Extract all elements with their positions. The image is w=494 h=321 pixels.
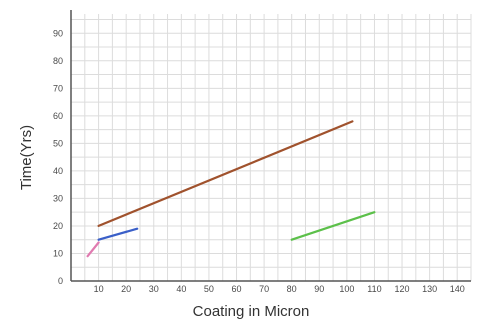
series-lines [86,120,376,258]
y-tick-label: 20 [53,221,63,231]
y-tick-label: 0 [58,276,63,286]
y-tick-label: 10 [53,248,63,258]
series-line-4 [290,211,376,241]
x-tick-label: 50 [204,284,214,294]
y-tick-label: 70 [53,83,63,93]
x-tick-label: 110 [367,284,381,294]
y-tick-label: 80 [53,56,63,66]
x-tick-label: 30 [149,284,159,294]
tick-labels: 10 20 30 40 50 60 70 80 90 100 110 120 130 140 0 10 20 30… [53,28,465,294]
y-tick-label: 30 [53,193,63,203]
x-tick-label: 70 [259,284,269,294]
series-line-1 [86,241,100,258]
x-tick-label: 90 [314,284,324,294]
y-axis-title: Time(Yrs) [18,125,35,190]
grid [71,14,472,281]
series-line-2 [97,227,139,241]
series-line-3 [97,120,354,227]
axes [70,10,471,282]
y-tick-label: 50 [53,138,63,148]
x-tick-label: 100 [339,284,354,294]
x-tick-label: 10 [94,284,104,294]
y-tick-label: 60 [53,111,63,121]
x-tick-label: 40 [176,284,186,294]
x-tick-label: 140 [450,284,465,294]
x-tick-label: 20 [121,284,131,294]
x-tick-label: 120 [395,284,410,294]
y-tick-label: 90 [53,28,63,38]
x-tick-label: 80 [287,284,297,294]
y-tick-label: 40 [53,166,63,176]
x-tick-label: 130 [422,284,437,294]
x-tick-label: 60 [232,284,242,294]
x-axis-title: Coating in Micron [193,303,310,320]
